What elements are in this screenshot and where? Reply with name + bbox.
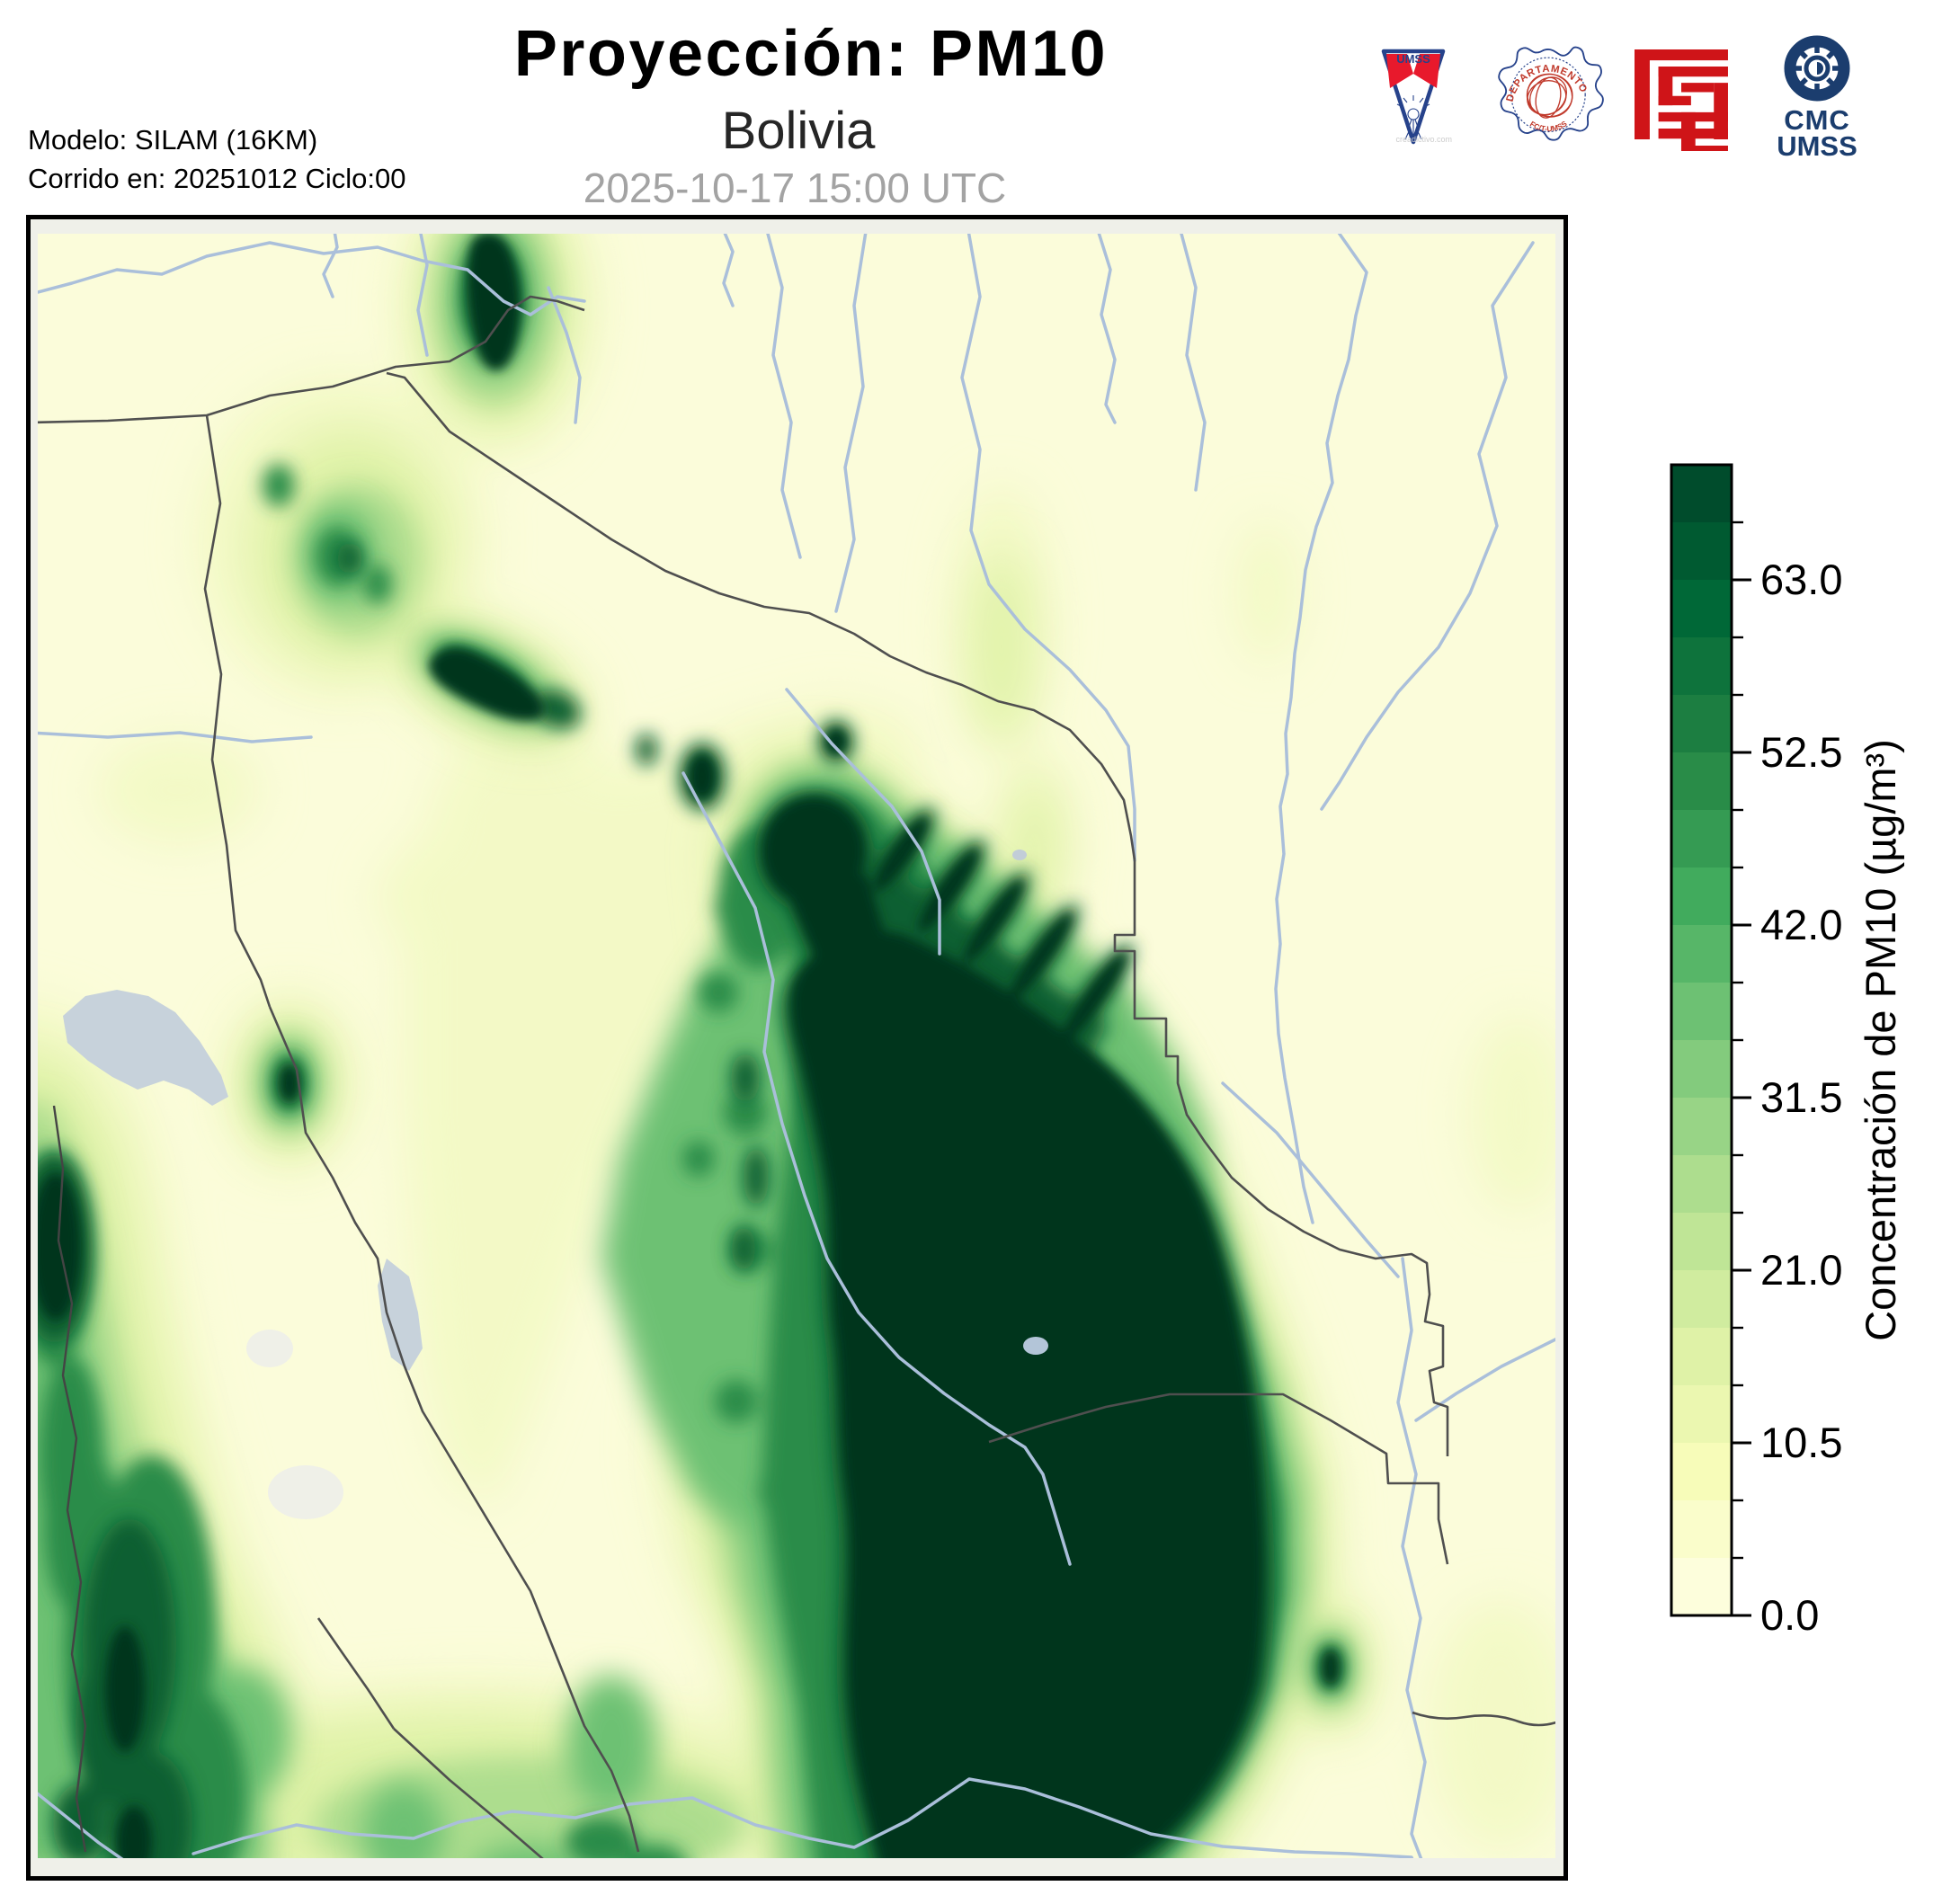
svg-text:31.5: 31.5 xyxy=(1760,1073,1842,1121)
svg-text:UMSS: UMSS xyxy=(1777,130,1857,162)
svg-text:creadictivo.com: creadictivo.com xyxy=(1395,135,1452,144)
svg-text:Concentración de PM10 (µg/m³): Concentración de PM10 (µg/m³) xyxy=(1857,739,1904,1341)
svg-text:FC/T-UMSS: FC/T-UMSS xyxy=(1528,119,1569,133)
svg-text:0.0: 0.0 xyxy=(1760,1591,1819,1639)
svg-text:CMC: CMC xyxy=(1784,104,1850,136)
svg-text:52.5: 52.5 xyxy=(1760,728,1842,776)
svg-text:21.0: 21.0 xyxy=(1760,1246,1842,1294)
svg-text:UMSS: UMSS xyxy=(1396,52,1430,66)
svg-text:10.5: 10.5 xyxy=(1760,1419,1842,1466)
svg-text:63.0: 63.0 xyxy=(1760,556,1842,603)
svg-text:DEPARTAMENTO DE FÍSICA: DEPARTAMENTO DE FÍSICA xyxy=(1505,64,1591,103)
svg-text:42.0: 42.0 xyxy=(1760,901,1842,948)
